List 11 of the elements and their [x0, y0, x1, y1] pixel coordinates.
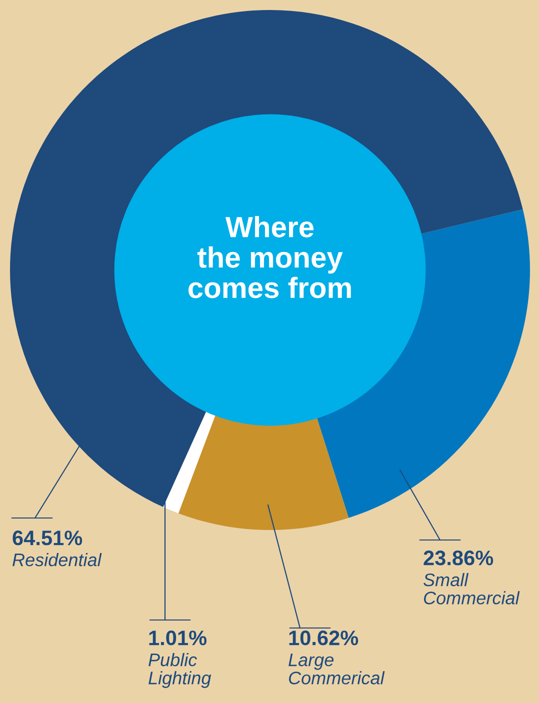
donut-slice [163, 411, 216, 514]
data-label: 64.51% [12, 530, 82, 546]
data-label: 10.62% [289, 630, 358, 646]
slice-label: Small Commercial [424, 573, 520, 604]
slice-label: Public Lighting [148, 653, 212, 688]
donut-slice [178, 415, 349, 530]
data-label: 1.01% [149, 630, 207, 646]
slice-label: Large Commerical [288, 654, 385, 684]
data-label: 23.86% [424, 550, 494, 566]
text: Where the money comes from [188, 216, 351, 298]
slice-label: Residential [12, 553, 102, 566]
